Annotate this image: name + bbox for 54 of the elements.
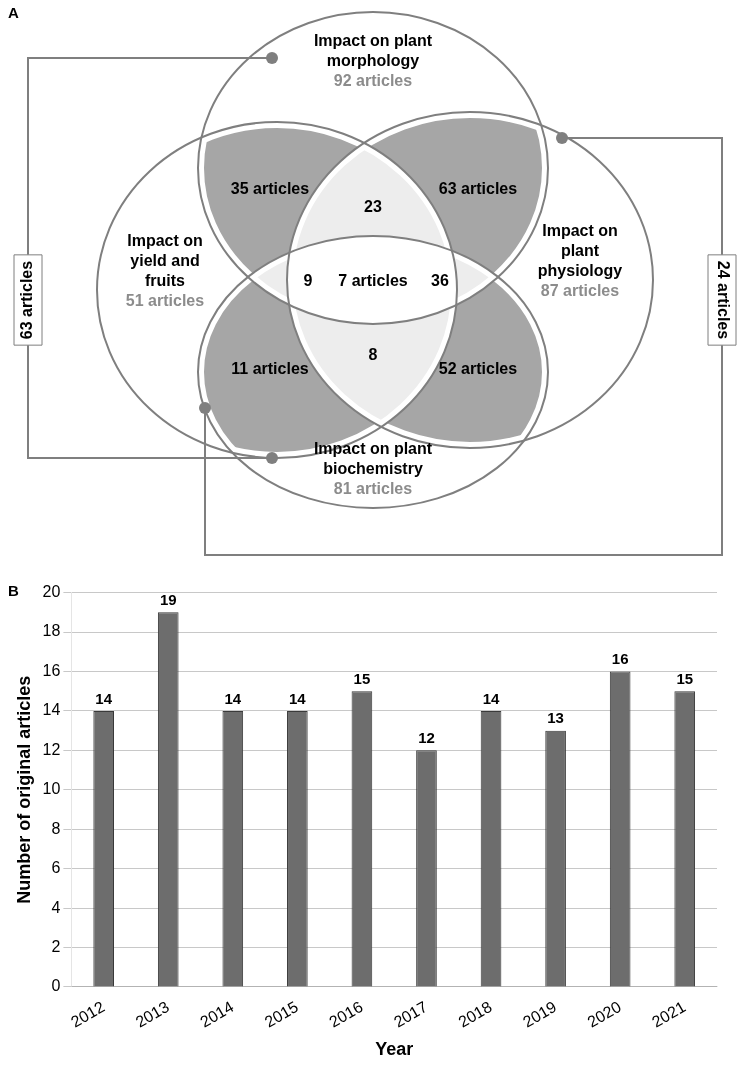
x-tick-label: 2012 (68, 997, 108, 1031)
y-tick-label: 14 (42, 701, 61, 719)
text: 51 articles (125, 292, 205, 310)
text: 11 articles (231, 360, 309, 378)
y-tick-label: 8 (51, 819, 61, 837)
text: 36 (431, 272, 449, 290)
x-tick-label: 2021 (649, 997, 689, 1031)
y-tick-label: 20 (42, 583, 61, 601)
x-tick-label: 2014 (197, 997, 237, 1031)
category-label: Impact on yield and fruits (127, 232, 203, 290)
y-tick-label: 18 (42, 622, 61, 640)
x-tick-label: 2016 (326, 997, 366, 1031)
data-label: 12 (418, 728, 435, 746)
text: 7 articles (338, 272, 408, 290)
x-tick-label: 2013 (132, 997, 173, 1031)
text: 92 articles (333, 72, 413, 90)
data-label: 15 (353, 669, 371, 687)
text: 9 (303, 272, 313, 290)
text: 52 articles (438, 360, 518, 378)
x-tick-label: 2018 (455, 997, 495, 1031)
category-label: Impact on plant physiology (537, 222, 623, 280)
data-label: 15 (676, 669, 694, 687)
data-label: 14 (482, 689, 501, 707)
y-tick-label: 0 (51, 977, 61, 995)
y-tick-label: 12 (42, 740, 61, 758)
text: A (8, 4, 19, 22)
text: 8 (368, 346, 378, 364)
x-axis-title: Year (375, 1039, 414, 1060)
text: 63 articles (438, 180, 518, 198)
data-label: 13 (547, 709, 564, 727)
x-tick-label: 2015 (261, 997, 302, 1031)
text: 63 articles (18, 260, 36, 340)
y-tick-label: 4 (51, 898, 61, 916)
x-tick-label: 2019 (520, 997, 560, 1031)
y-tick-label: 6 (51, 859, 61, 877)
data-label: 14 (289, 689, 307, 707)
data-label: 14 (95, 689, 113, 707)
y-tick-label: 10 (42, 780, 61, 798)
text: 87 articles (540, 282, 620, 300)
x-tick-label: 2020 (584, 997, 624, 1031)
text: 81 articles (333, 480, 413, 498)
text: 35 articles (230, 180, 310, 198)
category-label: Impact on plant biochemistry (313, 440, 433, 478)
chart-title: B (8, 581, 19, 599)
y-tick-label: 2 (51, 937, 61, 955)
text: 24 articles (714, 260, 732, 340)
category-label: Impact on plant morphology (313, 32, 433, 70)
y-tick-label: 16 (42, 661, 61, 679)
y-axis-title: Number of original articles (13, 675, 34, 904)
data-label: 19 (159, 590, 177, 608)
text: 23 (364, 198, 382, 216)
data-label: 14 (224, 689, 242, 707)
x-tick-label: 2017 (390, 997, 431, 1031)
data-label: 16 (611, 650, 629, 668)
